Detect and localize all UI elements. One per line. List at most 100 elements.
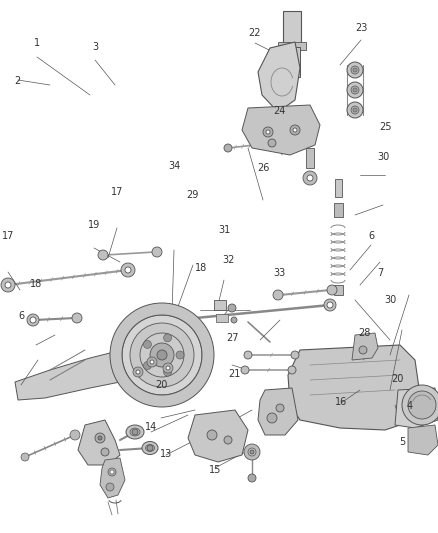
Circle shape: [98, 250, 108, 260]
Circle shape: [347, 102, 363, 118]
Polygon shape: [408, 425, 438, 455]
Text: 7: 7: [377, 268, 383, 278]
Circle shape: [176, 351, 184, 359]
Polygon shape: [258, 388, 298, 435]
Ellipse shape: [130, 428, 140, 436]
Text: 30: 30: [377, 152, 389, 162]
Circle shape: [347, 82, 363, 98]
Text: 3: 3: [92, 42, 99, 52]
Circle shape: [163, 363, 173, 373]
Circle shape: [101, 448, 109, 456]
Circle shape: [288, 366, 296, 374]
Text: 31: 31: [218, 225, 230, 235]
Circle shape: [353, 68, 357, 72]
Circle shape: [351, 86, 359, 94]
Bar: [214, 300, 226, 310]
Circle shape: [250, 450, 254, 454]
Text: 19: 19: [88, 220, 100, 230]
Circle shape: [169, 314, 181, 326]
Circle shape: [248, 474, 256, 482]
Bar: [167, 308, 177, 320]
Bar: [306, 148, 314, 168]
Text: 29: 29: [187, 190, 199, 199]
Text: 18: 18: [194, 263, 207, 272]
Circle shape: [290, 125, 300, 135]
Polygon shape: [242, 105, 320, 155]
Text: 6: 6: [18, 311, 24, 320]
Text: 28: 28: [358, 328, 371, 338]
Circle shape: [70, 430, 80, 440]
Polygon shape: [100, 458, 125, 498]
Text: 15: 15: [209, 465, 222, 475]
Text: 5: 5: [399, 438, 405, 447]
Circle shape: [132, 429, 138, 435]
Circle shape: [5, 282, 11, 288]
Circle shape: [267, 413, 277, 423]
Circle shape: [110, 470, 114, 474]
Circle shape: [133, 367, 143, 377]
Circle shape: [266, 130, 270, 134]
Text: 27: 27: [226, 334, 238, 343]
Text: 2: 2: [14, 76, 21, 86]
Circle shape: [359, 346, 367, 354]
Polygon shape: [15, 342, 195, 400]
Text: 16: 16: [335, 398, 347, 407]
Circle shape: [95, 433, 105, 443]
Circle shape: [231, 317, 237, 323]
Circle shape: [244, 351, 252, 359]
Circle shape: [351, 106, 359, 114]
Circle shape: [166, 366, 170, 370]
Circle shape: [163, 368, 172, 376]
Text: 4: 4: [406, 401, 413, 411]
Circle shape: [327, 285, 337, 295]
Circle shape: [244, 444, 260, 460]
Bar: [333, 285, 343, 295]
Polygon shape: [78, 420, 120, 465]
Bar: [278, 42, 306, 50]
Circle shape: [408, 391, 436, 419]
Circle shape: [291, 351, 299, 359]
Circle shape: [143, 341, 152, 349]
Circle shape: [30, 317, 36, 323]
Polygon shape: [258, 42, 300, 112]
Circle shape: [98, 436, 102, 440]
Circle shape: [303, 171, 317, 185]
Circle shape: [27, 314, 39, 326]
Circle shape: [150, 360, 154, 364]
Circle shape: [268, 139, 276, 147]
Circle shape: [140, 333, 184, 377]
Bar: [335, 179, 342, 197]
Ellipse shape: [145, 445, 155, 451]
Circle shape: [327, 302, 333, 308]
Text: 14: 14: [145, 423, 157, 432]
Circle shape: [152, 247, 162, 257]
Text: 24: 24: [273, 106, 286, 116]
Circle shape: [121, 263, 135, 277]
Bar: [216, 314, 228, 322]
Circle shape: [172, 317, 178, 323]
Circle shape: [293, 128, 297, 132]
Text: 18: 18: [30, 279, 42, 288]
Polygon shape: [395, 388, 438, 428]
Circle shape: [157, 350, 167, 360]
Circle shape: [163, 334, 172, 342]
Circle shape: [122, 315, 202, 395]
Text: 20: 20: [392, 375, 404, 384]
Ellipse shape: [126, 425, 144, 439]
Circle shape: [150, 343, 174, 367]
Circle shape: [402, 385, 438, 425]
Text: 13: 13: [160, 449, 173, 459]
Text: 20: 20: [155, 380, 167, 390]
Circle shape: [143, 361, 152, 369]
Circle shape: [347, 62, 363, 78]
Circle shape: [307, 175, 313, 181]
Text: 33: 33: [273, 268, 286, 278]
Wedge shape: [110, 303, 214, 407]
Text: 25: 25: [379, 122, 392, 132]
Text: 34: 34: [168, 161, 180, 171]
Ellipse shape: [142, 441, 158, 455]
Circle shape: [353, 88, 357, 92]
Circle shape: [351, 66, 359, 74]
Circle shape: [130, 323, 194, 387]
Circle shape: [228, 304, 236, 312]
